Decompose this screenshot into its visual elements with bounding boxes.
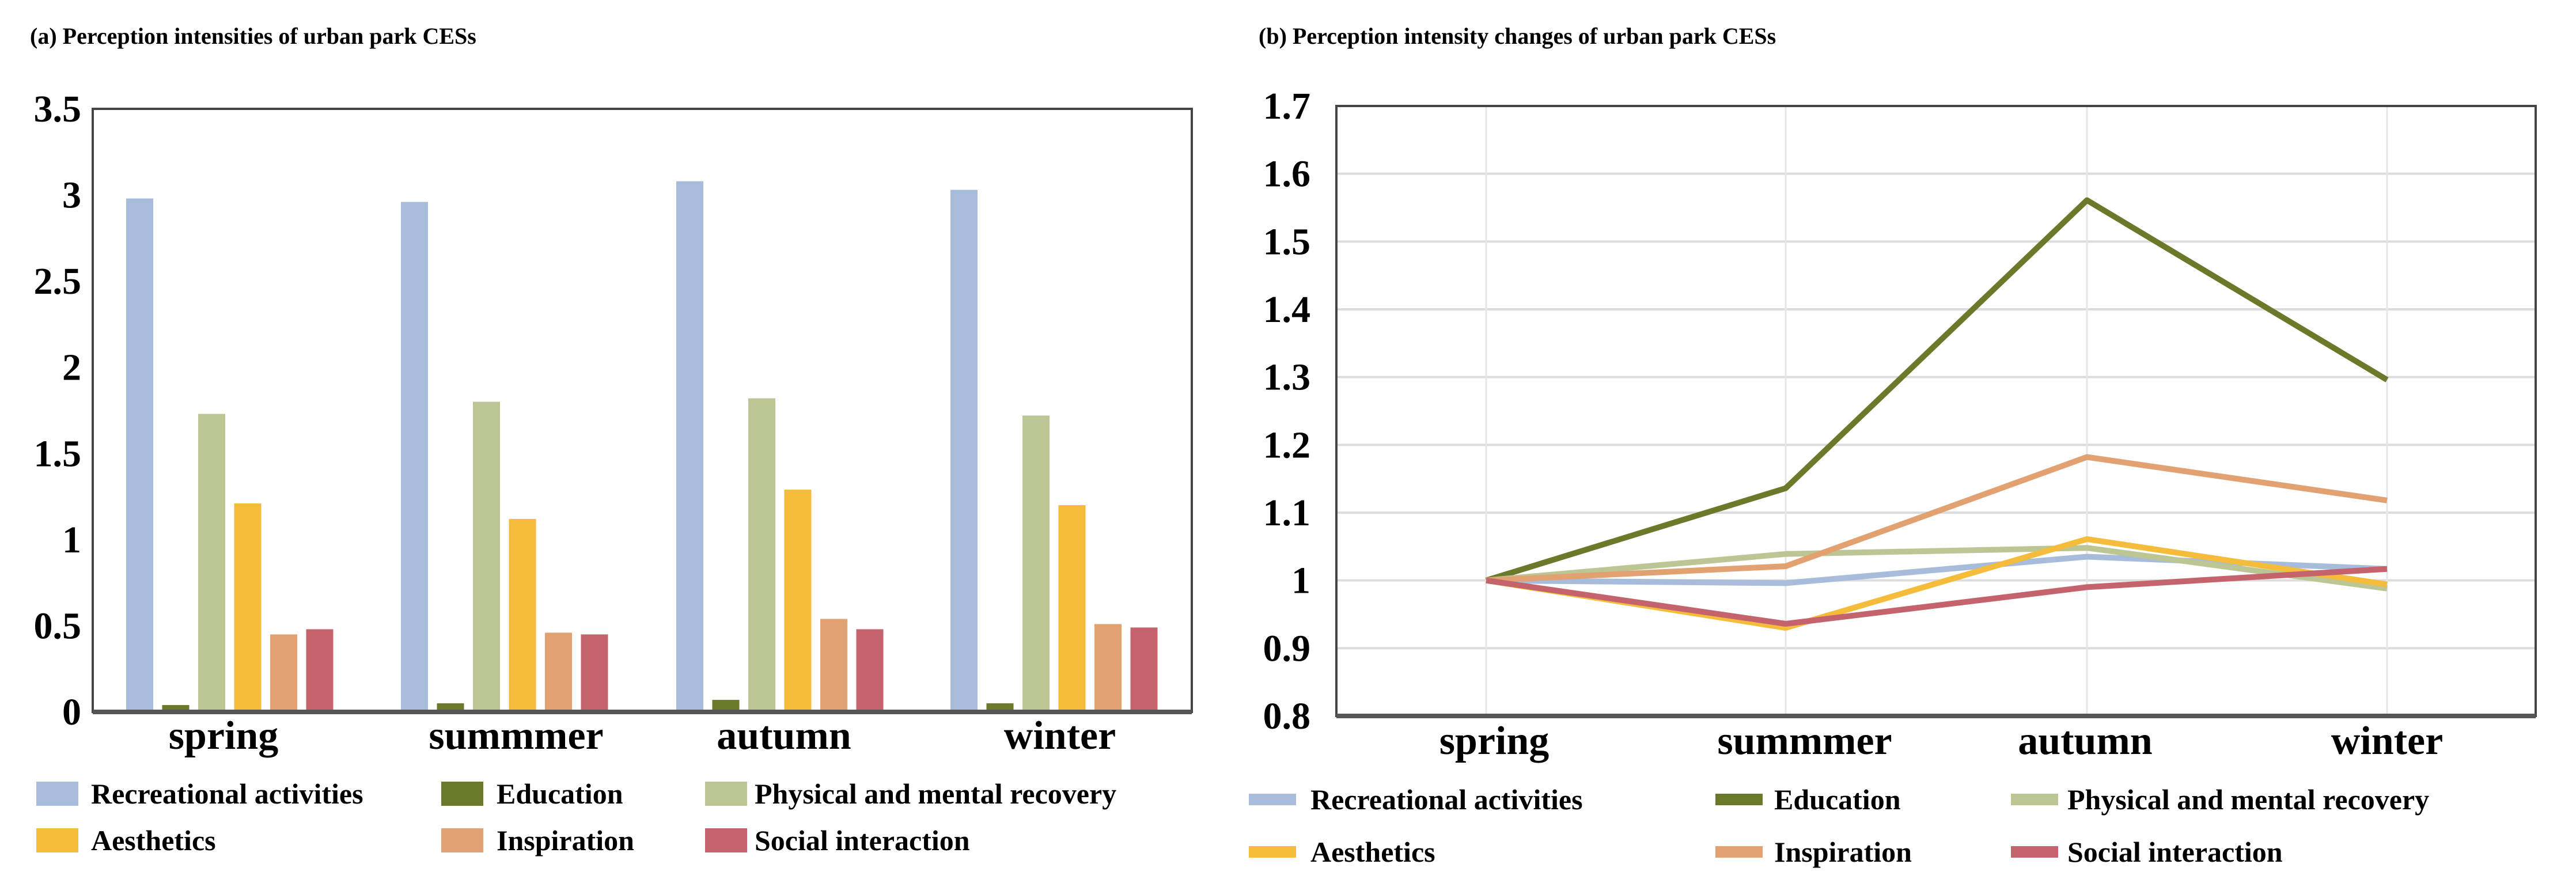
legend-label: Social interaction (2067, 836, 2283, 868)
y-tick-label: 1.6 (1263, 153, 1311, 195)
legend-swatch (705, 828, 747, 852)
bar-physical-and-mental-recovery-winter (1022, 415, 1050, 710)
chart-title: (b) Perception intensity changes of urba… (1259, 23, 1776, 49)
bar-social-interaction-summmer (581, 634, 608, 710)
y-tick-label: 0 (62, 691, 81, 733)
legend-label: Education (1774, 783, 1901, 816)
legend-label: Physical and mental recovery (2067, 783, 2429, 816)
legend-swatch (36, 782, 78, 806)
y-tick-label: 2.5 (34, 260, 82, 302)
y-tick-label: 3 (62, 175, 81, 217)
bar-education-summmer (437, 703, 464, 710)
legend-label: Inspiration (497, 824, 634, 857)
legend-label: Physical and mental recovery (755, 778, 1116, 810)
legend-label: Aesthetics (91, 824, 216, 857)
bar-inspiration-summmer (545, 632, 572, 710)
bar-recreational-activities-spring (126, 198, 153, 710)
x-tick-label: autumn (2018, 719, 2152, 763)
x-tick-label: summmer (429, 714, 603, 758)
x-tick-label: spring (1439, 719, 1550, 763)
x-tick-label: summmer (1717, 719, 1892, 763)
x-tick-label: autumn (717, 714, 851, 758)
bar-social-interaction-autumn (856, 629, 884, 710)
bar-recreational-activities-autumn (676, 181, 703, 710)
y-tick-label: 1.5 (34, 433, 82, 475)
legend-label: Recreational activities (91, 778, 363, 810)
y-tick-label: 1.2 (1263, 424, 1311, 466)
legend-swatch (1249, 846, 1296, 858)
bar-education-autumn (712, 700, 740, 710)
y-tick-label: 0.9 (1263, 627, 1311, 669)
y-tick-label: 1.3 (1263, 357, 1311, 399)
bar-recreational-activities-winter (950, 190, 978, 710)
plot-frame (1335, 105, 2537, 717)
y-tick-label: 1.4 (1263, 289, 1311, 331)
bar-education-winter (986, 703, 1014, 710)
y-tick-label: 3.5 (34, 88, 82, 130)
bar-aesthetics-autumn (784, 490, 812, 710)
legend-swatch (2011, 794, 2058, 805)
x-tick-label: spring (169, 714, 279, 758)
y-tick-label: 1 (62, 519, 81, 561)
y-tick-label: 1.1 (1263, 492, 1311, 534)
y-tick-label: 1 (1291, 560, 1310, 602)
y-tick-label: 1.5 (1263, 221, 1311, 263)
y-tick-label: 2 (62, 347, 81, 389)
legend-label: Recreational activities (1310, 783, 1583, 816)
bar-chart-a: (a) Perception intensities of urban park… (30, 23, 1193, 857)
y-tick-label: 1.7 (1263, 85, 1311, 127)
legend-swatch (1249, 794, 1296, 805)
bar-physical-and-mental-recovery-spring (198, 414, 225, 710)
bar-aesthetics-summmer (509, 518, 536, 710)
legend-swatch (2011, 846, 2058, 858)
legend-label: Social interaction (755, 824, 970, 857)
legend-swatch (1715, 846, 1763, 858)
bar-physical-and-mental-recovery-autumn (748, 398, 775, 710)
legend-swatch (441, 782, 483, 806)
bar-aesthetics-spring (234, 503, 262, 710)
bar-social-interaction-spring (306, 629, 334, 710)
bar-education-spring (162, 705, 190, 710)
y-tick-label: 0.8 (1263, 695, 1311, 737)
bar-inspiration-winter (1094, 624, 1122, 710)
bar-recreational-activities-summmer (401, 202, 428, 710)
line-social-interaction (1486, 566, 2388, 627)
line-education (1485, 197, 2389, 583)
bar-aesthetics-winter (1058, 505, 1086, 710)
bar-social-interaction-winter (1130, 627, 1158, 710)
legend-swatch (1715, 794, 1763, 805)
legend-label: Aesthetics (1310, 836, 1435, 868)
y-tick-label: 0.5 (34, 605, 82, 647)
chart-title: (a) Perception intensities of urban park… (30, 23, 476, 49)
bar-inspiration-autumn (820, 619, 847, 710)
line-chart-b: (b) Perception intensity changes of urba… (1249, 23, 2537, 868)
line-physical-and-mental-recovery (1486, 545, 2388, 592)
bar-inspiration-spring (270, 634, 297, 710)
legend-label: Inspiration (1774, 836, 1912, 868)
legend-label: Education (497, 778, 623, 810)
legend-swatch (441, 828, 483, 852)
x-tick-label: winter (2331, 719, 2443, 763)
x-tick-label: winter (1004, 714, 1116, 758)
legend-swatch (705, 782, 747, 806)
line-inspiration (1486, 454, 2388, 583)
bar-physical-and-mental-recovery-summmer (473, 401, 500, 710)
legend-swatch (36, 828, 78, 852)
